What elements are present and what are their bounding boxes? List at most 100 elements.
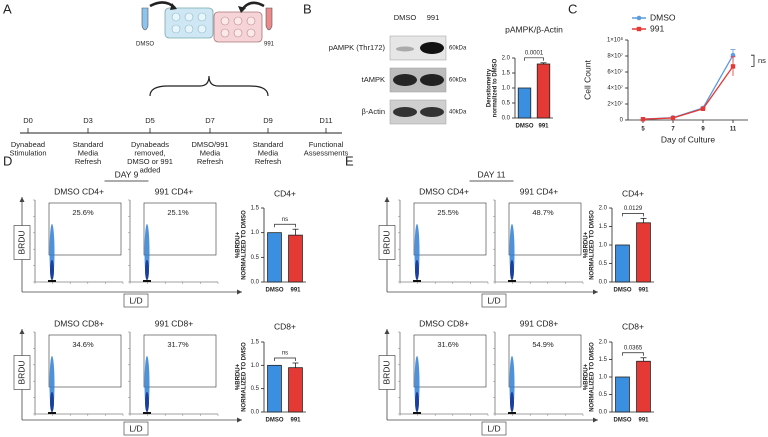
brace — [149, 75, 269, 97]
p-value: 0.0365 — [624, 345, 643, 351]
cell-population — [510, 392, 514, 412]
plate-label: 991 — [264, 42, 275, 48]
p-value: 0.0129 — [624, 206, 643, 212]
gate-percent: 25.1% — [167, 208, 189, 217]
day-description: removed, — [134, 148, 165, 157]
bar — [615, 244, 630, 283]
p-value: ns — [282, 217, 288, 223]
day-label: D7 — [205, 116, 215, 125]
axis-label: BRDU — [16, 230, 26, 254]
cell-population — [143, 412, 151, 414]
plate-label: DMSO — [136, 42, 154, 48]
chart-title: pAMPK/β-Actin — [505, 24, 563, 34]
gate-percent: 54.9% — [532, 340, 554, 349]
axis-label: L/D — [129, 423, 142, 433]
day-description: Refresh — [255, 157, 281, 166]
y-tick-label: 1.0 — [599, 243, 608, 249]
y-tick-label: 2.0 — [599, 206, 608, 212]
y-tick-label: 0.0 — [251, 410, 260, 416]
day-description: Standard — [253, 140, 283, 149]
y-tick-label: 1.0 — [251, 363, 260, 369]
axis-label: BRDU — [381, 360, 391, 384]
gate-percent: 25.6% — [72, 208, 94, 217]
axis-label-box — [481, 421, 507, 436]
cell-population — [48, 280, 56, 282]
gate — [413, 202, 487, 256]
day-description: Media — [200, 148, 221, 157]
cell-population — [510, 260, 514, 280]
x-tick-label: 5 — [641, 127, 645, 133]
y-axis-label: NORMALIZED TO DMSO — [242, 210, 248, 280]
plot-title: 991 CD4+ — [155, 186, 194, 196]
data-point — [670, 115, 676, 121]
size-label: 60kDa — [449, 78, 467, 84]
plot-title: DMSO CD8+ — [419, 318, 469, 328]
day-description: Dynabead — [11, 140, 45, 149]
legend-label: DMSO — [650, 12, 676, 22]
y-tick-label: 8×10⁷ — [607, 53, 623, 60]
p-value: 0.0001 — [525, 50, 544, 56]
day-description: Media — [78, 148, 99, 157]
axis-label: L/D — [487, 295, 500, 305]
chart-title: CD4+ — [274, 188, 296, 198]
series-line — [642, 54, 734, 120]
gate — [508, 334, 582, 388]
y-axis-label: Densitometry — [487, 68, 493, 107]
cell-population — [143, 280, 151, 282]
arrow-head — [384, 329, 390, 334]
plot-title: 991 CD8+ — [155, 318, 194, 328]
y-axis-label: NORMALIZED TO DMSO — [590, 342, 596, 412]
axis-label-box — [481, 293, 507, 308]
plot-title: DMSO CD4+ — [419, 186, 469, 196]
x-tick-label: DMSO — [614, 418, 632, 424]
legend-label: 991 — [650, 23, 664, 33]
gate — [143, 202, 217, 256]
y-tick-label: 1×10⁸ — [607, 37, 624, 44]
significance-bracket — [274, 223, 296, 228]
x-tick-label: DMSO — [516, 124, 534, 130]
x-axis-label: Day of Culture — [661, 134, 716, 144]
size-label: 40kDa — [449, 110, 467, 116]
day-description: Dynabeads — [131, 140, 169, 149]
y-tick-label: 0.0 — [251, 280, 260, 286]
y-tick-label: 0 — [620, 118, 624, 124]
arrow-head — [237, 289, 242, 295]
protein-label: tAMPK — [362, 75, 385, 84]
cell-population — [145, 392, 149, 412]
bar — [615, 376, 630, 413]
cell-population — [508, 412, 516, 414]
protein-label: pAMPK (Thr172) — [329, 43, 386, 52]
bar — [636, 222, 651, 283]
bar — [636, 360, 651, 413]
panel-label: B — [303, 1, 312, 16]
gate-percent: 31.7% — [167, 340, 189, 349]
y-tick-label: 6×10⁷ — [607, 69, 623, 76]
chart-title: CD4+ — [622, 188, 644, 198]
significance-bracket — [622, 352, 644, 356]
legend-marker — [636, 15, 642, 21]
y-axis-label: NORMALIZED TO DMSO — [242, 342, 248, 412]
cell-population — [508, 280, 516, 282]
y-axis-label: %BRDU+ — [584, 363, 590, 390]
x-tick-label: 991 — [638, 288, 649, 294]
plot-title: 991 CD4+ — [520, 186, 559, 196]
x-tick-label: 991 — [290, 418, 301, 424]
gate — [143, 334, 217, 388]
lane-label: DMSO — [394, 13, 417, 22]
protein-label: β-Actin — [362, 107, 386, 116]
significance-bracket — [622, 213, 644, 217]
x-tick-label: DMSO — [266, 418, 284, 424]
x-tick-label: 7 — [671, 127, 675, 133]
cell-population — [415, 392, 419, 412]
bar — [267, 364, 282, 413]
series-line — [642, 66, 734, 120]
size-label: 60kDa — [449, 46, 467, 52]
panel-label: A — [3, 1, 12, 16]
cell-population — [50, 260, 54, 280]
y-tick-label: 1.5 — [251, 340, 260, 346]
axis-label-box — [13, 355, 31, 390]
cell-population — [415, 260, 419, 280]
y-tick-label: 0.0 — [599, 280, 608, 286]
y-tick-label: 1.5 — [251, 206, 260, 212]
chart-title: CD8+ — [622, 321, 644, 331]
